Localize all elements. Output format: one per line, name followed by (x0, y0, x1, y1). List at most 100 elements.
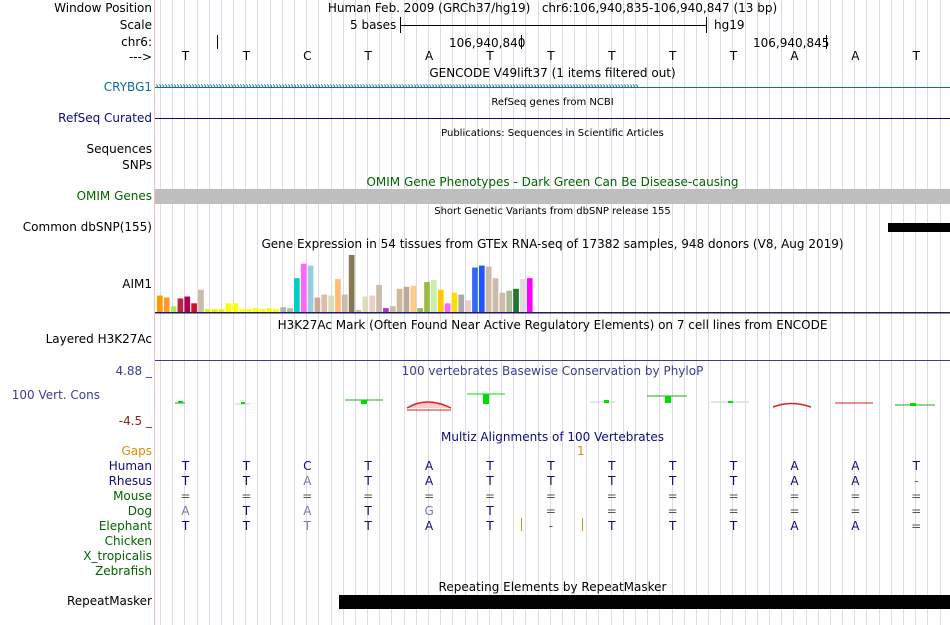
gap-count[interactable]: 1 (577, 444, 585, 458)
gtex-tissue-bar[interactable] (520, 279, 526, 312)
species-label[interactable]: Human (108, 459, 152, 473)
gtex-tissue-bar[interactable] (321, 294, 328, 312)
gtex-tissue-bar[interactable] (389, 306, 396, 312)
gtex-tissue-bar[interactable] (328, 295, 334, 312)
dbsnp-track-label[interactable]: Common dbSNP(155) (22, 220, 152, 234)
gtex-tissue-bar[interactable] (348, 254, 355, 312)
h3k27ac-track-label[interactable]: Layered H3K27Ac (45, 332, 152, 346)
species-label[interactable]: Chicken (104, 534, 152, 548)
gtex-tissue-bar[interactable] (300, 263, 307, 312)
gtex-tissue-bar[interactable] (218, 309, 225, 312)
gtex-tissue-bar[interactable] (485, 266, 492, 312)
species-label[interactable]: Zebrafish (95, 564, 152, 578)
gtex-tissue-bar[interactable] (239, 309, 245, 312)
gtex-tissue-bar[interactable] (478, 265, 485, 312)
omim-track-title[interactable]: OMIM Gene Phenotypes - Dark Green Can Be… (366, 175, 739, 189)
gtex-tissue-bar[interactable] (266, 308, 273, 312)
gtex-tissue-bar[interactable] (307, 265, 314, 312)
gencode-gene-label[interactable]: CRYBG1 (103, 80, 152, 94)
gtex-bar-chart[interactable] (155, 252, 950, 314)
snps-track-label[interactable]: SNPs (122, 158, 152, 172)
gtex-tissue-bar[interactable] (225, 303, 232, 312)
species-label[interactable]: Mouse (113, 489, 152, 503)
gtex-tissue-bar[interactable] (198, 289, 204, 312)
refseq-track-title[interactable]: RefSeq genes from NCBI (491, 97, 614, 108)
species-label[interactable]: Elephant (98, 519, 152, 533)
gtex-tissue-bar[interactable] (424, 282, 430, 312)
repeatmasker-track-title[interactable]: Repeating Elements by RepeatMasker (438, 580, 667, 594)
alignment-base: T (364, 459, 372, 473)
refseq-track-label[interactable]: RefSeq Curated (58, 111, 152, 125)
gtex-tissue-bar[interactable] (417, 308, 423, 312)
assembly-text: Human Feb. 2009 (GRCh37/hg19) (327, 1, 531, 15)
gtex-tissue-bar[interactable] (184, 296, 191, 312)
gtex-tissue-bar[interactable] (280, 307, 286, 312)
chrom-label[interactable]: chr6: (121, 35, 152, 49)
omim-feature-bar[interactable] (155, 189, 950, 204)
dbsnp-track-title[interactable]: Short Genetic Variants from dbSNP releas… (434, 206, 671, 217)
multiz-track-title[interactable]: Multiz Alignments of 100 Vertebrates (440, 430, 665, 444)
gtex-tissue-bar[interactable] (163, 297, 170, 313)
repeatmasker-element-bar[interactable] (339, 595, 950, 609)
gtex-tissue-bar[interactable] (458, 294, 465, 312)
gtex-tissue-bar[interactable] (499, 292, 506, 312)
gencode-gene-line[interactable] (155, 87, 950, 88)
gtex-tissue-bar[interactable] (273, 309, 280, 312)
gtex-tissue-bar[interactable] (170, 306, 177, 312)
species-label[interactable]: X_tropicalis (83, 549, 152, 563)
omim-track-label[interactable]: OMIM Genes (76, 189, 152, 203)
gtex-tissue-bar[interactable] (465, 300, 471, 312)
window-position-label[interactable]: Window Position (54, 1, 152, 15)
track-image-panel[interactable]: Human Feb. 2009 (GRCh37/hg19) chr6:106,9… (155, 0, 950, 625)
refseq-gene-line[interactable] (155, 118, 950, 119)
gtex-tissue-bar[interactable] (252, 308, 259, 312)
gtex-tissue-bar[interactable] (383, 308, 389, 312)
gtex-tissue-bar[interactable] (177, 298, 184, 312)
gtex-tissue-bar[interactable] (403, 286, 410, 312)
gtex-tissue-bar[interactable] (472, 267, 478, 312)
alignment-base: A (424, 459, 434, 473)
gtex-tissue-bar[interactable] (211, 309, 218, 312)
gtex-tissue-bar[interactable] (444, 303, 451, 312)
gtex-tissue-bar[interactable] (314, 297, 321, 313)
gtex-track-title[interactable]: Gene Expression in 54 tissues from GTEx … (261, 237, 844, 251)
gtex-tissue-bar[interactable] (437, 289, 444, 312)
species-label[interactable]: Dog (127, 504, 152, 518)
gtex-tissue-bar[interactable] (204, 309, 211, 312)
gtex-gene-label[interactable]: AIM1 (122, 277, 152, 291)
publications-track-title[interactable]: Publications: Sequences in Scientific Ar… (441, 128, 664, 139)
gtex-tissue-bar[interactable] (232, 303, 239, 312)
species-label[interactable]: Rhesus (108, 474, 152, 488)
sequences-track-label[interactable]: Sequences (86, 142, 152, 156)
gtex-tissue-bar[interactable] (341, 294, 348, 312)
phylop-track-title[interactable]: 100 vertebrates Basewise Conservation by… (401, 364, 704, 378)
gtex-tissue-bar[interactable] (506, 290, 513, 312)
gtex-tissue-bar[interactable] (287, 308, 293, 312)
gtex-tissue-bar[interactable] (451, 292, 458, 312)
gtex-tissue-bar[interactable] (492, 278, 499, 312)
gtex-tissue-bar[interactable] (369, 295, 376, 312)
gtex-tissue-bar[interactable] (335, 279, 341, 312)
gtex-tissue-bar[interactable] (157, 295, 163, 312)
gtex-tissue-bar[interactable] (431, 280, 437, 312)
gtex-tissue-bar[interactable] (246, 309, 252, 312)
h3k27ac-track-title[interactable]: H3K27Ac Mark (Often Found Near Active Re… (277, 318, 828, 332)
gtex-tissue-bar[interactable] (513, 288, 519, 312)
gtex-tissue-bar[interactable] (526, 278, 533, 312)
phylop-track-label[interactable]: 100 Vert. Cons (11, 388, 100, 402)
gaps-track-label[interactable]: Gaps (121, 444, 152, 458)
gencode-track-title[interactable]: GENCODE V49lift37 (1 items filtered out) (429, 66, 676, 80)
scale-label[interactable]: Scale (119, 18, 152, 32)
gtex-tissue-bar[interactable] (362, 296, 369, 312)
gtex-tissue-bar[interactable] (191, 303, 197, 312)
phylop-graph[interactable] (155, 388, 950, 418)
strand-arrow-label[interactable]: ---> (128, 50, 152, 64)
gtex-tissue-bar[interactable] (294, 278, 300, 312)
repeatmasker-track-label[interactable]: RepeatMasker (66, 594, 152, 608)
gtex-tissue-bar[interactable] (396, 288, 403, 312)
gtex-tissue-bar[interactable] (259, 309, 266, 312)
gtex-tissue-bar[interactable] (376, 284, 382, 312)
gtex-tissue-bar[interactable] (355, 310, 362, 312)
dbsnp-variant-bar[interactable] (888, 223, 950, 232)
gtex-tissue-bar[interactable] (410, 285, 417, 312)
